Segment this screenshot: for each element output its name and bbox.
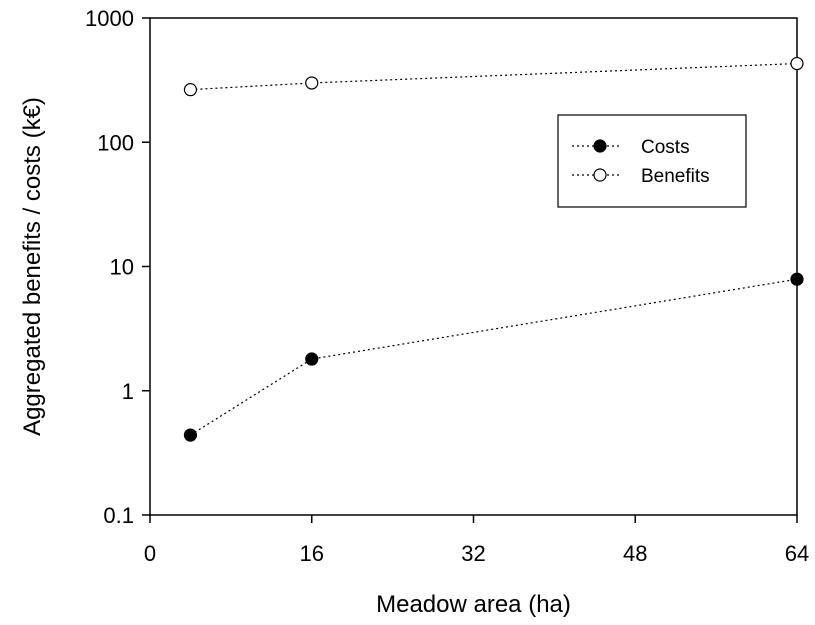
x-ticks: 0 16 32 48 64	[144, 515, 809, 566]
series-line-benefits	[190, 62, 798, 91]
y-tick-label: 10	[110, 255, 134, 280]
data-point-costs	[183, 428, 198, 442]
data-point-benefits	[790, 56, 804, 71]
legend-marker-benefits	[593, 168, 607, 182]
data-point-costs	[305, 352, 319, 366]
data-point-costs	[790, 272, 804, 286]
y-axis-title: Aggregated benefits / costs (k€)	[19, 97, 46, 436]
x-tick-label: 64	[785, 541, 809, 566]
legend-frame	[557, 114, 747, 208]
series-layer	[183, 56, 804, 442]
series-line-costs	[190, 278, 798, 436]
y-tick-label: 1	[122, 379, 134, 404]
x-tick-label: 16	[300, 541, 324, 566]
x-axis-title: Meadow area (ha)	[376, 591, 571, 618]
y-tick-label: 1000	[85, 6, 134, 31]
y-tick-label: 0.1	[103, 503, 134, 528]
legend-label-benefits: Benefits	[641, 166, 710, 187]
legend-label-costs: Costs	[641, 137, 690, 158]
legend-marker-costs	[593, 139, 607, 153]
y-ticks: 0.1 1 10 100 1000	[85, 6, 150, 528]
x-tick-label: 32	[461, 541, 485, 566]
data-point-benefits	[305, 76, 319, 90]
data-point-benefits	[183, 83, 198, 97]
x-tick-label: 48	[623, 541, 647, 566]
y-tick-label: 100	[97, 130, 134, 155]
x-tick-label: 0	[144, 541, 156, 566]
plot-frame	[149, 17, 798, 516]
legend: Costs Benefits	[557, 114, 747, 208]
